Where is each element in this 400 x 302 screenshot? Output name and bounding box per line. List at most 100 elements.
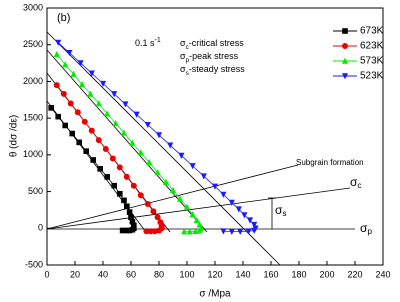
series <box>53 50 205 235</box>
marker <box>76 139 82 146</box>
y-tick-label: 2000 <box>23 76 43 86</box>
fit-line <box>46 31 281 266</box>
marker <box>78 81 86 88</box>
marker <box>228 228 235 235</box>
marker <box>228 199 235 206</box>
marker <box>55 113 61 120</box>
marker <box>112 119 119 127</box>
marker <box>119 227 126 234</box>
y-tick-label: -500 <box>25 259 43 269</box>
marker <box>154 214 161 221</box>
symbol: σ <box>180 38 186 48</box>
legend-label: 623K <box>360 41 384 52</box>
x-tick-label: 60 <box>126 269 136 279</box>
marker <box>124 227 130 234</box>
marker <box>178 152 185 159</box>
symbol: σ <box>360 221 368 235</box>
marker <box>88 70 95 77</box>
marker <box>169 186 177 193</box>
x-tick-label: 40 <box>98 269 108 279</box>
rate-label: 0.1 s-1 <box>135 37 161 49</box>
legend-marker <box>341 73 349 80</box>
legend-label: 573K <box>360 56 384 67</box>
marker <box>133 111 140 118</box>
marker <box>95 137 102 144</box>
marker <box>154 169 161 176</box>
rate-sup: -1 <box>155 37 161 44</box>
marker <box>144 201 151 208</box>
subscript: s <box>186 70 189 77</box>
annotation: σp <box>360 221 372 236</box>
marker <box>55 39 62 46</box>
marker <box>189 163 196 170</box>
marker <box>97 166 103 172</box>
marker <box>70 70 77 77</box>
legend-label: 523K <box>360 71 384 82</box>
y-tick-label: 2500 <box>23 39 43 49</box>
marker <box>241 212 248 219</box>
marker <box>129 139 136 146</box>
panel-label: (b) <box>57 12 70 24</box>
marker <box>186 228 193 235</box>
marker <box>88 127 95 134</box>
marker <box>48 105 54 111</box>
legend-marker <box>342 28 348 34</box>
x-tick-label: 20 <box>70 269 80 279</box>
marker <box>220 191 227 198</box>
x-tick-label: 140 <box>235 269 250 279</box>
marker <box>245 228 252 235</box>
marker <box>200 173 207 180</box>
marker <box>189 210 196 218</box>
marker <box>99 80 107 87</box>
y-tick-label: 1000 <box>23 149 43 159</box>
annotation: σs-steady stress <box>180 64 245 76</box>
marker <box>53 50 60 58</box>
marker <box>251 221 258 228</box>
note-text: -peak stress <box>189 51 239 61</box>
marker <box>95 100 102 107</box>
annotation: σc <box>350 175 362 190</box>
marker <box>77 60 84 67</box>
marker <box>53 82 60 89</box>
y-tick-label: 1500 <box>23 113 43 123</box>
note-text: -steady stress <box>189 64 246 74</box>
marker <box>235 206 242 213</box>
marker <box>147 228 154 235</box>
marker <box>143 228 150 235</box>
marker <box>87 90 94 97</box>
marker <box>137 192 144 199</box>
x-tick-label: 100 <box>179 269 194 279</box>
marker <box>104 110 111 117</box>
x-tick-label: 80 <box>154 269 164 279</box>
marker <box>104 174 110 180</box>
annotation: σp-peak stress <box>180 51 239 63</box>
marker <box>117 190 123 197</box>
marker <box>176 195 184 202</box>
marker <box>181 228 188 235</box>
marker <box>129 218 136 225</box>
marker <box>131 222 137 229</box>
marker <box>146 158 153 165</box>
marker <box>74 109 81 116</box>
legend-label: 673K <box>360 26 384 37</box>
marker <box>121 197 127 204</box>
marker <box>62 61 69 68</box>
marker <box>130 182 137 189</box>
subscript: c <box>357 180 361 190</box>
y-axis-label: θ (dσ /dε) <box>9 115 20 157</box>
series <box>53 82 165 235</box>
marker <box>124 203 130 210</box>
rate-text: 0.1 s <box>135 38 155 48</box>
symbol: σ <box>350 175 358 189</box>
marker <box>193 216 200 224</box>
marker <box>128 214 134 221</box>
marker <box>69 130 75 137</box>
marker <box>123 173 130 180</box>
marker <box>162 178 170 185</box>
subgrain-line <box>46 164 299 230</box>
x-tick-label: 120 <box>207 269 222 279</box>
symbol: σ <box>275 203 283 217</box>
marker <box>155 132 163 139</box>
subgrain-label: Subgrain formation <box>296 158 364 167</box>
